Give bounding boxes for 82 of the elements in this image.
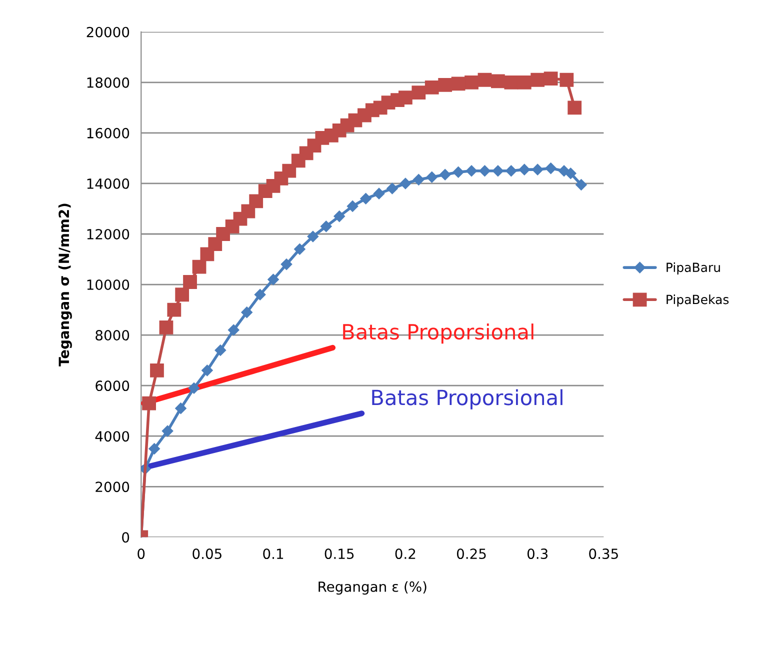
legend-label: PipaBekas bbox=[666, 294, 729, 307]
point bbox=[438, 78, 452, 92]
point bbox=[175, 402, 186, 414]
point bbox=[576, 179, 587, 190]
point bbox=[373, 188, 385, 200]
point bbox=[282, 164, 296, 178]
y-tick-label: 14000 bbox=[87, 178, 130, 189]
point bbox=[202, 364, 213, 376]
point bbox=[241, 306, 252, 318]
point bbox=[504, 75, 518, 90]
point bbox=[532, 164, 544, 176]
annotation: Batas Proporsional bbox=[372, 389, 562, 410]
point bbox=[249, 194, 264, 208]
point bbox=[479, 165, 490, 176]
point bbox=[492, 165, 504, 176]
point bbox=[346, 200, 358, 212]
point bbox=[307, 230, 319, 242]
point bbox=[254, 289, 266, 300]
point bbox=[565, 168, 576, 179]
x-tick-label: 0.3 bbox=[527, 548, 548, 560]
y-tick-label: 0 bbox=[122, 532, 130, 543]
point bbox=[491, 74, 505, 88]
point bbox=[424, 80, 439, 94]
point bbox=[228, 324, 240, 336]
point bbox=[320, 220, 332, 232]
point bbox=[398, 90, 412, 105]
point bbox=[192, 260, 206, 274]
point bbox=[478, 72, 492, 87]
point bbox=[214, 344, 226, 356]
point bbox=[544, 72, 558, 86]
y-tick-label: 10000 bbox=[87, 279, 130, 290]
point bbox=[188, 382, 200, 394]
point bbox=[294, 244, 306, 255]
point bbox=[517, 75, 532, 90]
y-tick-label: 8000 bbox=[96, 330, 130, 341]
point bbox=[360, 193, 372, 204]
x-tick-label: 0.2 bbox=[395, 548, 416, 560]
x-tick-label: 0 bbox=[138, 548, 145, 560]
point bbox=[545, 162, 556, 174]
point bbox=[183, 275, 197, 289]
point bbox=[558, 165, 570, 176]
point bbox=[159, 320, 174, 334]
point bbox=[568, 100, 582, 115]
point bbox=[175, 288, 190, 302]
point bbox=[400, 178, 412, 190]
point bbox=[268, 274, 279, 286]
y-tick-label: 2000 bbox=[96, 482, 130, 492]
point bbox=[142, 396, 156, 410]
y-tick-label: 6000 bbox=[96, 380, 130, 392]
x-tick-label: 0.15 bbox=[324, 548, 354, 560]
legend-label: PipaBaru bbox=[666, 262, 720, 275]
point bbox=[426, 172, 438, 183]
point bbox=[167, 302, 182, 317]
y-tick-label: 16000 bbox=[87, 128, 130, 138]
y-tick-label: 12000 bbox=[87, 228, 130, 240]
x-axis-title: Regangan ε (%) bbox=[318, 581, 426, 595]
annotation: Batas Proporsional bbox=[343, 324, 534, 344]
point bbox=[162, 425, 174, 437]
y-axis-title: Tegangan σ (N/mm2) bbox=[58, 204, 72, 366]
y-tick-label: 18000 bbox=[87, 77, 130, 88]
point bbox=[464, 75, 478, 90]
y-tick-label: 4000 bbox=[95, 431, 130, 442]
point bbox=[280, 258, 292, 270]
point bbox=[518, 164, 530, 176]
point bbox=[506, 165, 517, 176]
x-tick-label: 0.35 bbox=[589, 548, 618, 560]
point bbox=[439, 169, 451, 180]
x-tick-label: 0.1 bbox=[263, 548, 284, 560]
x-tick-label: 0.25 bbox=[456, 548, 486, 560]
x-tick-label: 0.05 bbox=[192, 548, 222, 560]
y-tick-label: 20000 bbox=[86, 26, 130, 38]
point bbox=[334, 210, 345, 222]
point bbox=[386, 182, 398, 194]
point bbox=[413, 174, 424, 186]
point bbox=[451, 76, 466, 91]
point bbox=[412, 86, 426, 100]
point bbox=[560, 72, 574, 87]
point bbox=[530, 72, 545, 87]
point bbox=[466, 165, 478, 176]
point bbox=[148, 443, 160, 454]
point bbox=[150, 363, 164, 378]
point bbox=[452, 166, 464, 178]
